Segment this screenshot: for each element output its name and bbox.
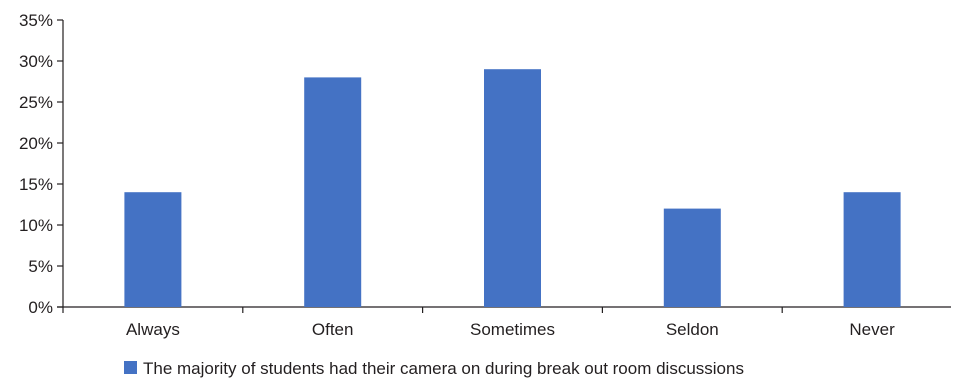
x-category-label: Sometimes bbox=[470, 320, 555, 339]
y-tick-label: 15% bbox=[19, 175, 53, 194]
x-axis: Always Often Sometimes Seldon Never bbox=[57, 306, 951, 339]
y-tick-label: 35% bbox=[19, 11, 53, 30]
y-tick-label: 10% bbox=[19, 216, 53, 235]
bar-seldon bbox=[663, 208, 721, 307]
legend: The majority of students had their camer… bbox=[124, 359, 744, 378]
x-category-label: Seldon bbox=[666, 320, 719, 339]
x-category-label: Often bbox=[312, 320, 354, 339]
y-tick-label: 20% bbox=[19, 134, 53, 153]
bars bbox=[124, 69, 901, 308]
bar-always bbox=[124, 192, 182, 307]
y-tick-label: 30% bbox=[19, 52, 53, 71]
x-category-label: Always bbox=[126, 320, 180, 339]
bar-sometimes bbox=[484, 69, 541, 307]
bar-never bbox=[843, 192, 901, 307]
x-category-label: Never bbox=[849, 320, 895, 339]
y-axis: 0% 5% 10% 15% 20% 25% 30% 35% bbox=[19, 11, 64, 317]
y-tick-label: 0% bbox=[28, 298, 53, 317]
y-tick-label: 25% bbox=[19, 93, 53, 112]
legend-label: The majority of students had their camer… bbox=[143, 359, 744, 378]
bar-often bbox=[304, 77, 362, 308]
y-tick-label: 5% bbox=[28, 257, 53, 276]
legend-swatch bbox=[124, 361, 137, 374]
